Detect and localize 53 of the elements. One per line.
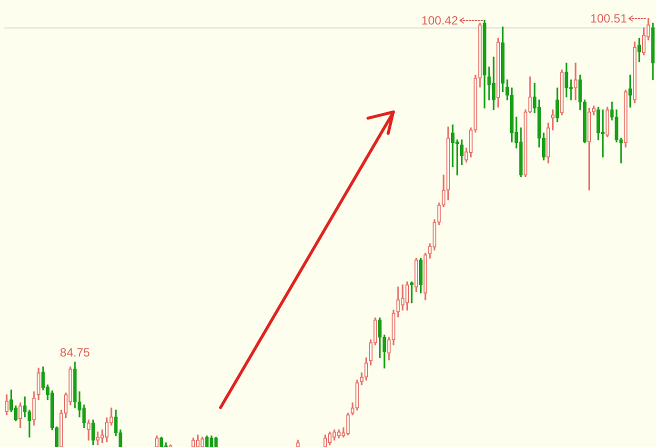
candlestick <box>606 106 610 138</box>
candlestick <box>355 380 359 410</box>
candlestick <box>323 434 328 447</box>
candlestick <box>564 62 568 98</box>
candlestick <box>32 391 36 426</box>
candlestick <box>487 66 491 100</box>
candlestick <box>556 88 560 122</box>
candlestick <box>460 140 464 166</box>
candlestick <box>414 258 418 292</box>
candlestick <box>500 26 505 92</box>
candlestick <box>155 436 159 447</box>
candlestick <box>528 76 532 114</box>
candlestick <box>396 286 400 318</box>
candlestick <box>632 42 637 104</box>
candlestick <box>474 74 478 132</box>
candlestick <box>478 22 482 88</box>
candlestick <box>582 100 586 144</box>
annotation: 100.51 <box>590 11 628 26</box>
candlestick <box>424 252 428 300</box>
candlestick <box>546 122 550 164</box>
candlestick <box>360 372 364 386</box>
candlestick <box>482 20 486 108</box>
candlestick <box>624 90 628 148</box>
candlestick <box>364 357 368 380</box>
candlestick <box>574 62 578 100</box>
candlestick <box>18 402 22 428</box>
candlestick <box>91 420 95 446</box>
candlestick <box>496 38 500 108</box>
candlestick <box>578 74 582 110</box>
candlestick <box>164 442 168 447</box>
candlestick <box>82 404 86 428</box>
candlestick <box>210 436 214 447</box>
candlestick <box>519 127 523 178</box>
candlestick <box>446 126 450 200</box>
candlestick <box>651 22 655 80</box>
candlestick <box>550 109 555 130</box>
candlestick <box>346 412 350 436</box>
candlestick <box>36 368 40 400</box>
candlestick <box>442 174 446 208</box>
annotation: 100.42 <box>421 13 458 28</box>
candlestick <box>418 258 423 294</box>
candlestick <box>160 436 164 447</box>
candlestick <box>296 440 300 447</box>
candlestick <box>596 106 600 140</box>
candlestick <box>205 436 209 447</box>
candlestick <box>614 109 618 142</box>
candlestick <box>214 436 218 447</box>
candlestick <box>587 108 592 190</box>
candlestick <box>560 70 564 116</box>
annotation: 84.75 <box>60 345 90 360</box>
candlestick <box>73 362 77 408</box>
candlestick <box>524 109 528 178</box>
candlestick <box>350 402 354 416</box>
